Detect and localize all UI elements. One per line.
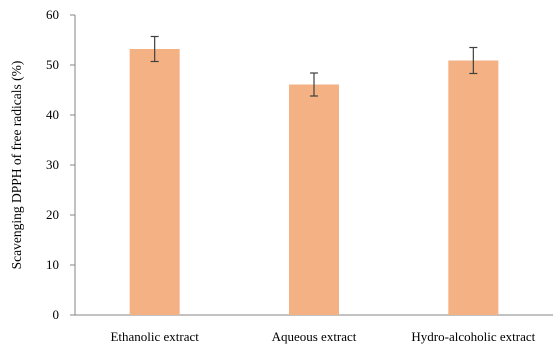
y-tick-label: 40 bbox=[46, 107, 59, 122]
category-labels: Ethanolic extract Aqueous extract Hydro-al… bbox=[110, 329, 535, 344]
y-tick-label: 20 bbox=[46, 207, 59, 222]
y-tick-label: 60 bbox=[46, 7, 59, 22]
error-bars bbox=[150, 35, 478, 97]
x-category-label: Aqueous extract bbox=[272, 329, 357, 344]
x-category-label: Hydro-alcoholic extract bbox=[411, 329, 535, 344]
bar bbox=[448, 60, 499, 315]
y-tick-label: 10 bbox=[46, 257, 59, 272]
y-tick-label: 30 bbox=[46, 157, 59, 172]
y-ticks: 0 10 20 30 40 50 60 bbox=[46, 7, 75, 322]
bar bbox=[289, 84, 339, 315]
x-category-label: Ethanolic extract bbox=[110, 329, 199, 344]
bar bbox=[129, 49, 180, 315]
y-axis-title: Scavenging DPPH of free radicals (%) bbox=[9, 61, 24, 270]
y-tick-label: 50 bbox=[46, 57, 59, 72]
y-tick-label: 0 bbox=[53, 307, 60, 322]
bars bbox=[129, 49, 499, 315]
